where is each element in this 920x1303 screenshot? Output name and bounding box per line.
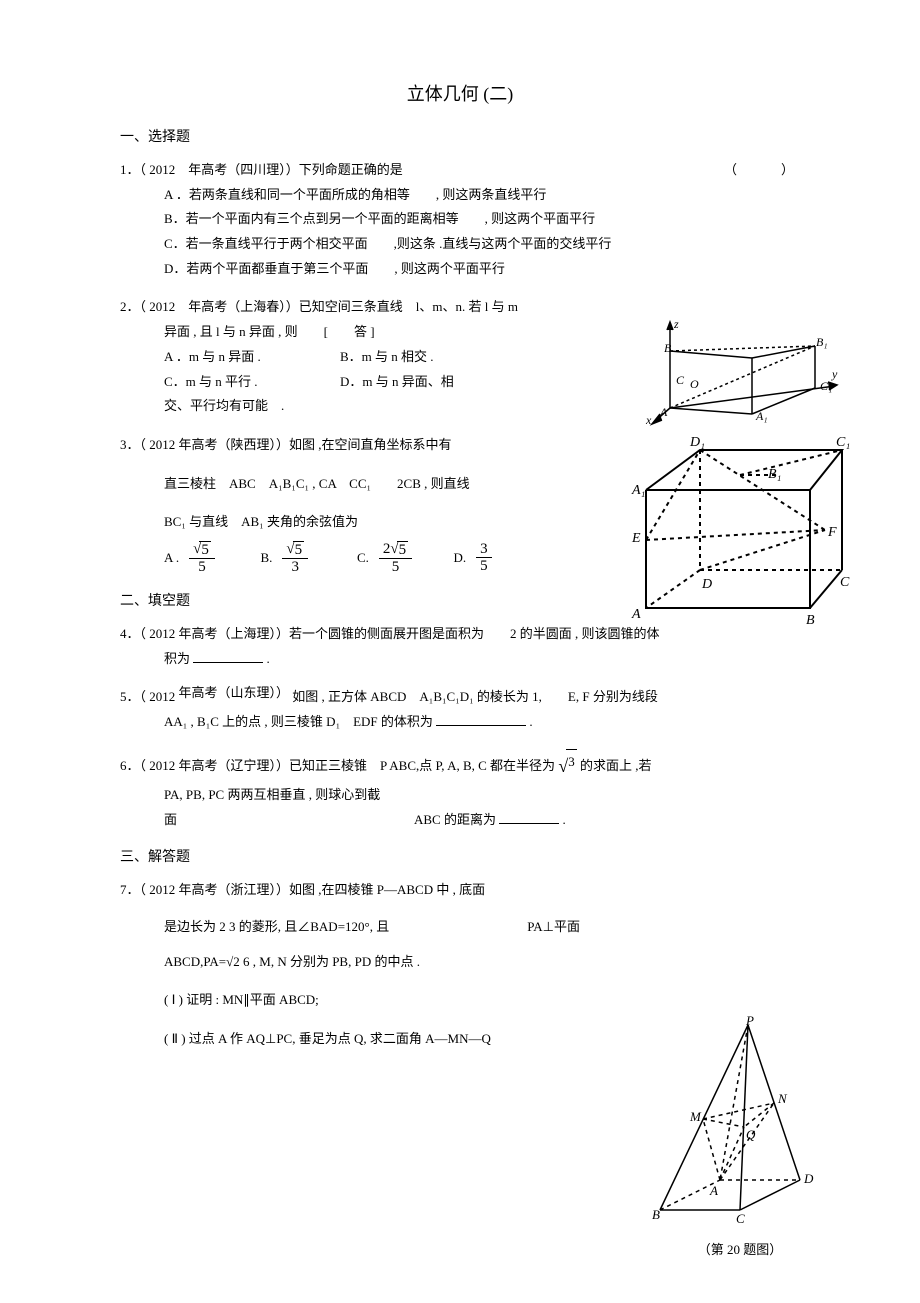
c-B: B <box>806 613 815 628</box>
question-4: 4．（ 2012 年高考（上海理））若一个圆锥的侧面展开图是面积为 2 的半圆面… <box>120 622 800 671</box>
q7-l3: ABCD,PA=√2 6 , M, N 分别为 PB, PD 的中点 . <box>120 950 580 975</box>
q3cD: D. <box>454 546 467 571</box>
c-C: C <box>840 575 850 590</box>
p-A: A <box>709 1183 718 1198</box>
q6-l2: PA, PB, PC 两两互相垂直 , 则球心到截 <box>120 783 800 808</box>
q1-opt-d: D．若两个平面都垂直于第三个平面 , 则这两个平面平行 <box>120 257 800 282</box>
q4-blank <box>193 649 263 663</box>
c-F: F <box>827 525 837 540</box>
q2-line2: 异面 , 且 l 与 n 异面 , 则 [ 答 ] <box>120 320 580 345</box>
question-1: 1．（ 2012 年高考（四川理））下列命题正确的是 （ ） A ．若两条直线和… <box>120 158 800 281</box>
p-B: B <box>652 1207 660 1222</box>
q6-source: 6．（ 2012 年高考（辽宁理））已知正三棱锥 P ABC,点 P, A, B… <box>120 758 555 773</box>
figure-pyramid-caption: （第 20 题图） <box>640 1239 840 1258</box>
lbl-B1: B₁ <box>816 335 828 349</box>
q6-l3b: ABC 的距离为 <box>414 812 496 827</box>
q1-source: 1．（ 2012 年高考（四川理））下列命题正确的是 <box>120 162 403 177</box>
q3cD2: 5 <box>388 559 404 576</box>
p-N: N <box>777 1091 788 1106</box>
q3cA: A . <box>164 546 179 571</box>
q7-l2b: PA⊥平面 <box>527 915 580 940</box>
q1-opt-c: C．若一条直线平行于两个相交平面 ,则这条 .直线与这两个平面的交线平行 <box>120 232 800 257</box>
q4-tail: 积为 <box>164 651 190 666</box>
q7-p1: ( Ⅰ ) 证明 : MN∥平面 ABCD; <box>120 988 580 1013</box>
q6-rest: 的求面上 ,若 <box>580 758 652 773</box>
q7-p2: ( Ⅱ ) 过点 A 作 AQ⊥PC, 垂足为点 Q, 求二面角 A—MN—Q <box>120 1027 580 1052</box>
q4-source: 4．（ 2012 年高考（上海理））若一个圆锥的侧面展开图是面积为 2 的半圆面… <box>120 622 800 647</box>
q3cC: C. <box>357 546 369 571</box>
q3dN: 3 <box>476 541 492 559</box>
p-M: M <box>689 1109 702 1124</box>
question-7: 7．（ 2012 年高考（浙江理））如图 ,在四棱锥 P—ABCD 中 , 底面… <box>120 878 800 1051</box>
q2-A: A ．m 与 n 异面 . <box>120 345 340 370</box>
question-5: 5．（ 2012 年高考（山东理）） 如图 , 正方体 ABCD A₁B₁C₁D… <box>120 685 800 734</box>
q3aD: 5 <box>194 559 210 576</box>
q2-D: D．m 与 n 异面、相 <box>340 370 580 395</box>
page-title: 立体几何 (二) <box>120 80 800 106</box>
q5-blank <box>436 712 526 726</box>
q2-source: 2．（ 2012 年高考（上海春））已知空间三条直线 l、m、n. 若 l 与 … <box>120 295 580 320</box>
q1-paren: （ ） <box>724 158 800 183</box>
q3cB: B. <box>261 546 273 571</box>
q2-B: B．m 与 n 相交 . <box>340 345 580 370</box>
q2-C: C．m 与 n 平行 . <box>120 370 340 395</box>
q1-opt-a: A ．若两条直线和同一个平面所成的角相等 , 则这两条直线平行 <box>120 183 800 208</box>
q6-srt: 3 <box>566 749 577 775</box>
p-Q: Q <box>746 1127 756 1142</box>
c-D: D <box>701 577 712 592</box>
q3-source: 3．（ 2012 年高考（陕西理））如图 ,在空间直角坐标系中有 <box>120 433 550 458</box>
q5-end: . <box>529 714 532 729</box>
c-A: A <box>631 607 641 622</box>
question-6: 6．（ 2012 年高考（辽宁理））已知正三棱锥 P ABC,点 P, A, B… <box>120 749 800 833</box>
question-2: 2．（ 2012 年高考（上海春））已知空间三条直线 l、m、n. 若 l 与 … <box>120 295 800 418</box>
q3bD: 3 <box>288 559 304 576</box>
q7-l2a: 是边长为 2 3 的菱形, 且∠BAD=120°, 且 <box>164 915 527 940</box>
question-3: 3．（ 2012 年高考（陕西理））如图 ,在空间直角坐标系中有 直三棱柱 AB… <box>120 433 800 576</box>
lbl-y: y <box>831 367 838 381</box>
c-C1: C₁ <box>836 435 850 450</box>
q3-line3: BC₁ 与直线 AB₁ 夹角的余弦值为 <box>120 510 550 535</box>
p-C: C <box>736 1211 745 1226</box>
q2-tail: 交、平行均有可能 . <box>120 394 580 419</box>
q6-l3a: 面 <box>164 808 414 833</box>
q3-line2: 直三棱柱 ABC A₁B₁C₁ , CA CC₁ 2CB , 则直线 <box>120 472 550 497</box>
lbl-C1: C₁ <box>820 379 832 393</box>
q6-blank <box>499 810 559 824</box>
section-3-title: 三、解答题 <box>120 846 800 866</box>
section-1-title: 一、选择题 <box>120 126 800 146</box>
q7-source: 7．（ 2012 年高考（浙江理））如图 ,在四棱锥 P—ABCD 中 , 底面 <box>120 878 580 903</box>
q6-end: . <box>562 812 565 827</box>
q5-s2: 年高考（山东理）） <box>179 685 290 700</box>
q5-l2: AA₁ , B₁C 上的点 , 则三棱锥 D₁ EDF 的体积为 <box>164 714 433 729</box>
q1-opt-b: B．若一个平面内有三个点到另一个平面的距离相等 , 则这两个平面平行 <box>120 207 800 232</box>
q3dD: 5 <box>476 558 492 575</box>
q5-s1: 5．（ 2012 <box>120 689 175 704</box>
p-D: D <box>803 1171 814 1186</box>
q3-choices: A . √5 5 B. √5 3 C. 2√5 5 <box>120 541 550 576</box>
q5-r1: 如图 , 正方体 ABCD A₁B₁C₁D₁ 的棱长为 1, E, F 分别为线… <box>292 689 658 704</box>
q4-end: . <box>267 651 270 666</box>
